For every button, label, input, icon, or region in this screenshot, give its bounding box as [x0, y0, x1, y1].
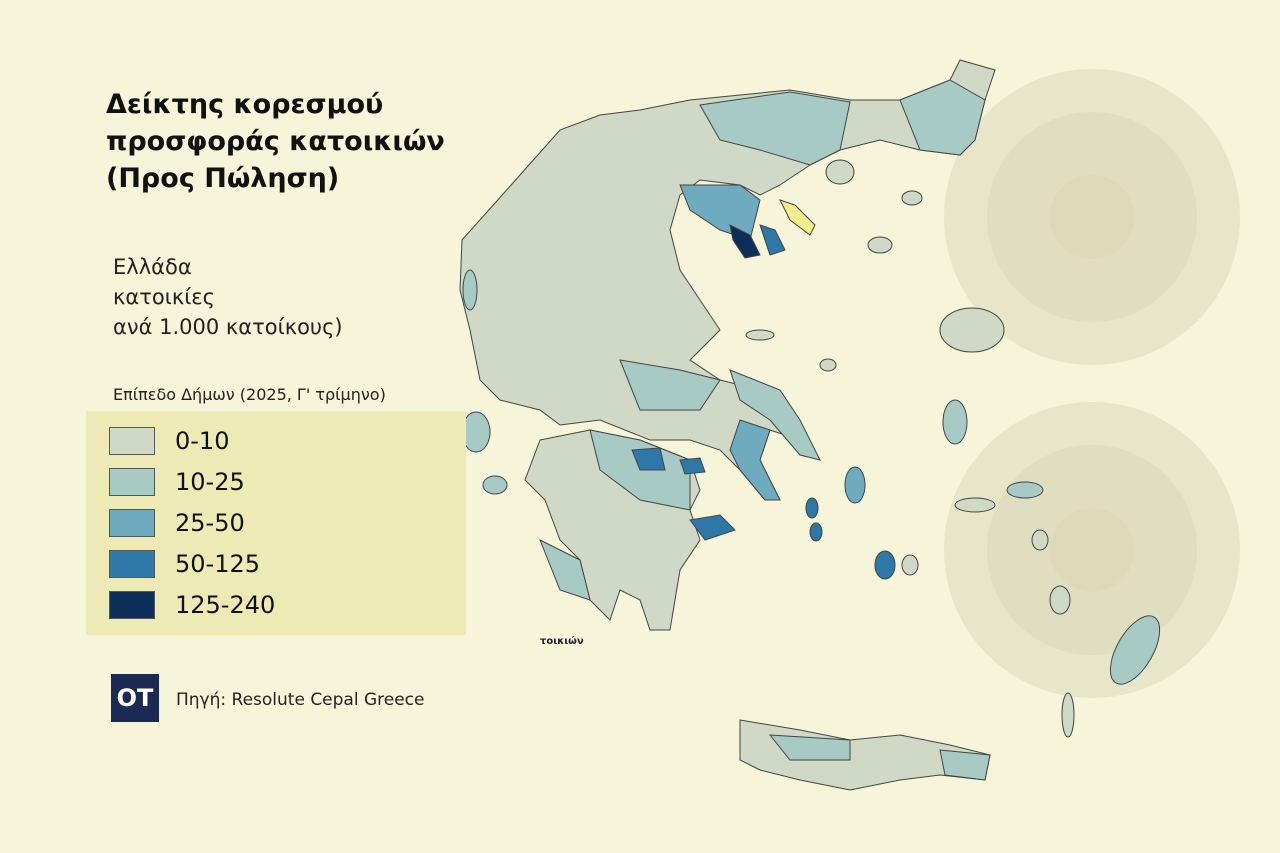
legend-item: 10-25 — [109, 468, 245, 496]
island-corfu — [462, 269, 478, 311]
legend-label: 25-50 — [175, 509, 245, 537]
legend-item: 125-240 — [109, 591, 275, 619]
legend-item: 25-50 — [109, 509, 245, 537]
island-lesvos — [939, 307, 1005, 353]
legend-swatch — [109, 468, 155, 496]
island-samos — [1006, 481, 1044, 499]
legend-swatch — [109, 591, 155, 619]
region-chalkidiki-dark — [729, 224, 761, 259]
island-chios — [942, 399, 968, 445]
legend: 0-10 10-25 25-50 50-125 125-240 — [86, 411, 466, 635]
subtitle: Ελλάδα κατοικίες ανά 1.000 κατοίκους) — [113, 255, 343, 339]
source-text: Πηγή: Resolute Cepal Greece — [176, 690, 425, 710]
stray-label: τοικιών — [540, 636, 584, 647]
region-euboea — [729, 369, 821, 461]
region-mainland — [459, 59, 996, 501]
ot-logo: OT — [111, 674, 159, 722]
legend-swatch — [109, 427, 155, 455]
region-athos — [779, 199, 816, 236]
legend-label: 0-10 — [175, 427, 230, 455]
legend-label: 10-25 — [175, 468, 245, 496]
island-kefalonia — [461, 411, 491, 453]
island-rhodes — [1109, 615, 1161, 685]
legend-swatch — [109, 550, 155, 578]
legend-label: 125-240 — [175, 591, 276, 619]
island-naxos — [874, 550, 896, 580]
level-label: Επίπεδο Δήμων (2025, Γ' τρίμηνο) — [113, 385, 386, 404]
legend-item: 50-125 — [109, 550, 260, 578]
legend-item: 0-10 — [109, 427, 229, 455]
page-title: Δείκτης κορεσμού προσφοράς κατοικιών (Πρ… — [106, 89, 445, 194]
legend-label: 50-125 — [175, 550, 261, 578]
decorative-circles — [944, 69, 1240, 698]
legend-swatch — [109, 509, 155, 537]
